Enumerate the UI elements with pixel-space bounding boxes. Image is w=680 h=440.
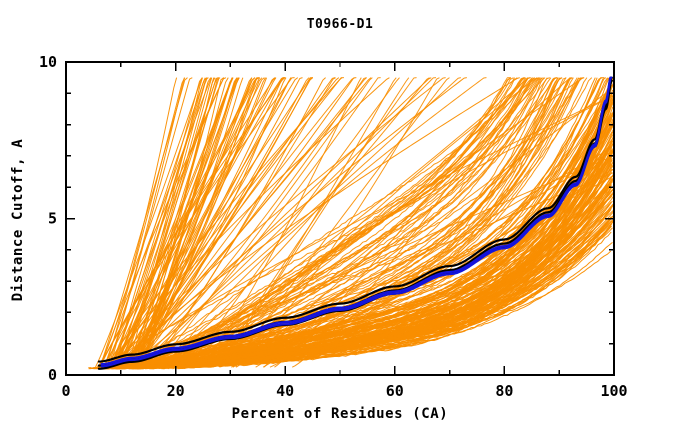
- series-curve: [232, 77, 450, 368]
- series-curve: [232, 77, 546, 368]
- series-curve: [163, 155, 613, 368]
- series-curve: [124, 186, 612, 369]
- series-curve: [122, 168, 613, 369]
- series-curve: [219, 77, 410, 368]
- series-curve: [155, 77, 373, 368]
- series-curve: [104, 77, 186, 368]
- series-curve: [115, 77, 219, 368]
- page-title: T0966-D1: [307, 17, 374, 32]
- series-curve: [120, 77, 213, 368]
- x-tick-label: 0: [61, 382, 70, 400]
- series-curve: [110, 77, 446, 368]
- series-curve: [124, 188, 615, 369]
- series-curve: [105, 77, 343, 368]
- series-curve: [113, 95, 613, 368]
- series-curve: [135, 77, 285, 368]
- reference-curve-black: [97, 76, 612, 363]
- series-curve: [181, 96, 613, 368]
- series-curve: [99, 77, 188, 368]
- series-curve: [109, 77, 193, 368]
- series-curve: [139, 77, 541, 368]
- y-axis-label: Distance Cutoff, A: [10, 139, 26, 302]
- series-curve: [235, 77, 538, 368]
- series-curve: [151, 77, 336, 368]
- series-curve: [107, 77, 185, 368]
- y-tick-label: 5: [48, 210, 57, 228]
- series-curve: [98, 195, 613, 369]
- series-curve: [136, 77, 437, 368]
- series-curve: [135, 77, 216, 368]
- series-curve: [132, 77, 299, 368]
- x-tick-label: 100: [600, 382, 627, 400]
- series-curve: [144, 77, 531, 368]
- series-curve: [108, 77, 206, 368]
- series-curve: [111, 77, 234, 368]
- reference-curve-blue: [100, 76, 612, 366]
- y-axis-tick-labels: 0 5 10: [39, 53, 57, 384]
- series-curve: [170, 77, 487, 368]
- series-curve: [107, 77, 313, 368]
- series-curve: [99, 77, 276, 368]
- y-tick-label: 0: [48, 366, 57, 384]
- y-tick-label: 10: [39, 53, 57, 71]
- series-curve: [130, 225, 612, 369]
- x-tick-label: 60: [386, 382, 404, 400]
- series-curve: [123, 139, 615, 370]
- x-tick-label: 20: [167, 382, 185, 400]
- series-curve: [218, 77, 417, 368]
- series-curve: [103, 77, 529, 369]
- series-curve: [115, 77, 580, 369]
- series-curve: [108, 77, 203, 368]
- series-curve: [116, 77, 208, 368]
- series-curve: [114, 178, 615, 370]
- x-tick-label: 40: [276, 382, 294, 400]
- series-curve: [109, 77, 234, 368]
- series-curve: [274, 77, 525, 368]
- axis-ticks: [65, 61, 615, 376]
- series-curve: [126, 77, 461, 368]
- series-curve: [162, 77, 516, 370]
- series-curve: [141, 77, 534, 368]
- series-curve: [155, 77, 430, 368]
- series-curve: [100, 77, 225, 368]
- axes-layer: 0 20 40 60 80 100 0 5 10: [39, 53, 628, 400]
- x-axis-label: Percent of Residues (CA): [232, 406, 449, 422]
- series-curve: [188, 77, 400, 368]
- series-curve: [103, 149, 614, 370]
- series-curve: [104, 77, 212, 368]
- series-curve: [130, 77, 367, 368]
- series-curve: [136, 77, 381, 368]
- x-axis-tick-labels: 0 20 40 60 80 100: [61, 382, 627, 400]
- series-curve: [122, 159, 613, 370]
- series-curve: [100, 77, 535, 370]
- series-curve: [122, 77, 550, 369]
- series-curve: [125, 77, 253, 368]
- series-curve: [137, 77, 355, 368]
- series-curve: [111, 77, 367, 368]
- curves-layer: [88, 76, 615, 370]
- series-curve: [116, 77, 277, 368]
- series-curve: [255, 150, 613, 368]
- x-tick-label: 80: [495, 382, 513, 400]
